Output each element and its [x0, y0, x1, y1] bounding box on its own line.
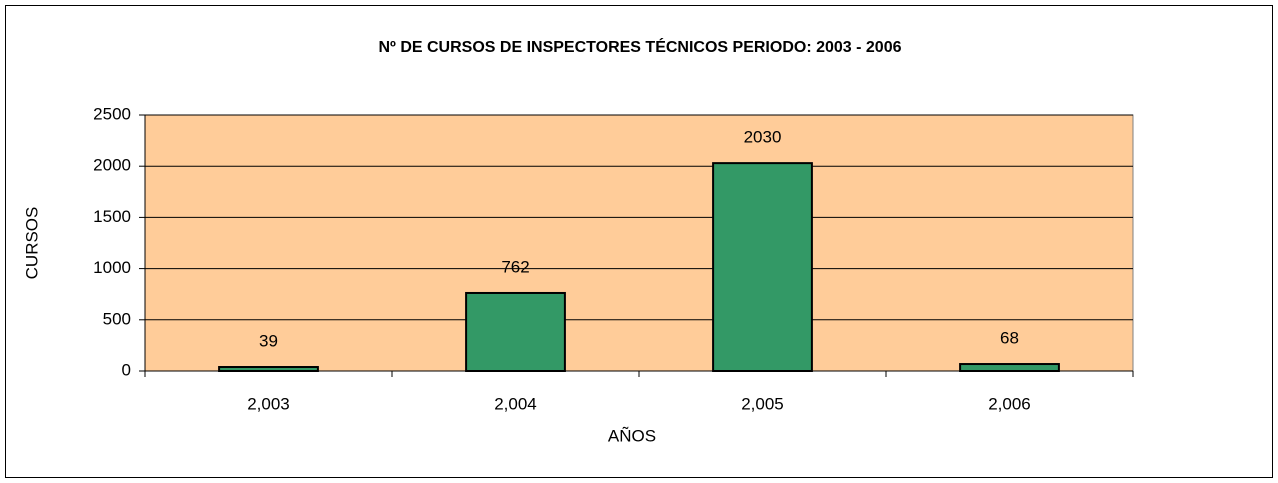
y-tick-label: 0	[122, 360, 131, 379]
plot-area	[144, 114, 1134, 372]
data-label: 39	[259, 331, 278, 350]
x-tick-label: 2,003	[247, 394, 290, 413]
data-label: 762	[501, 257, 529, 276]
data-label: 2030	[744, 128, 782, 147]
y-tick-label: 2500	[93, 104, 131, 123]
x-axis-label: AÑOS	[608, 426, 656, 445]
y-tick-label: 2000	[93, 156, 131, 175]
chart-title: Nº DE CURSOS DE INSPECTORES TÉCNICOS PER…	[378, 37, 901, 56]
x-tick-label: 2,005	[741, 394, 784, 413]
y-axis-label: CURSOS	[22, 207, 41, 280]
data-label: 68	[1000, 329, 1019, 348]
x-tick-label: 2,004	[494, 394, 537, 413]
bar	[465, 291, 566, 372]
y-tick-label: 1500	[93, 207, 131, 226]
bar	[712, 162, 813, 372]
bar	[218, 366, 319, 373]
x-tick-label: 2,006	[988, 394, 1031, 413]
bar	[959, 363, 1060, 373]
y-tick-label: 1000	[93, 258, 131, 277]
y-tick-label: 500	[103, 309, 131, 328]
